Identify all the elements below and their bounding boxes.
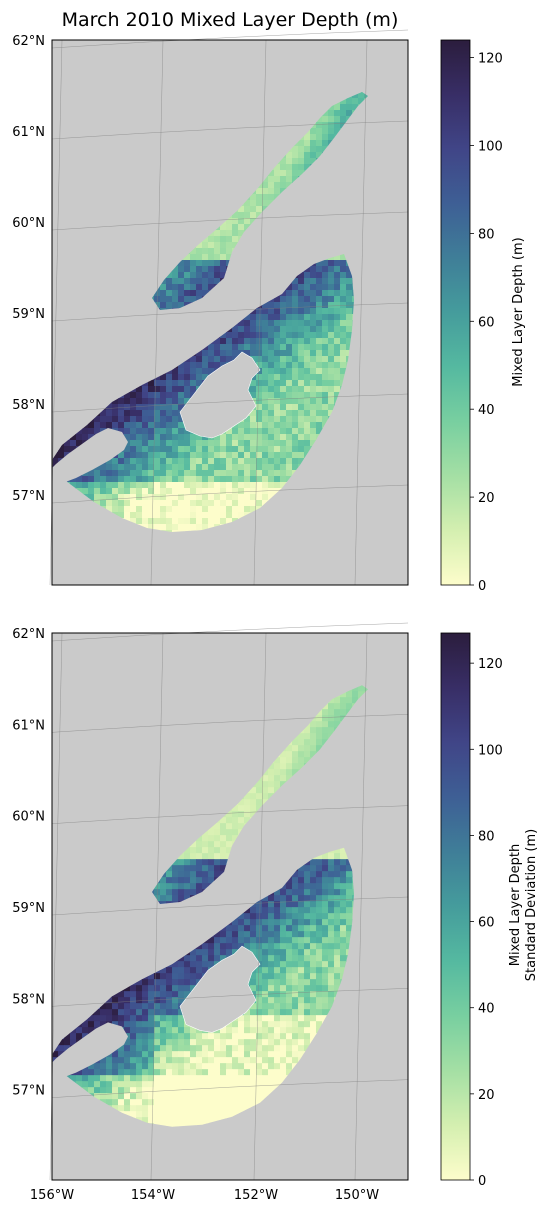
colorbar-tick-label: 80 xyxy=(478,829,495,844)
lat-tick-label: 59°N xyxy=(12,901,45,916)
lat-tick-label: 59°N xyxy=(12,307,45,322)
lat-tick-label: 57°N xyxy=(12,1084,45,1099)
colorbar-gradient xyxy=(440,632,471,1181)
colorbar-ticks: 0 20 40 60 80 100 120 xyxy=(470,657,503,1189)
colorbar-tick-label: 20 xyxy=(478,491,495,506)
colorbar-tick-label: 40 xyxy=(478,1002,495,1017)
colorbar-tick-label: 60 xyxy=(478,315,495,330)
colorbar-tick-label: 0 xyxy=(478,579,486,594)
kodiak-island xyxy=(179,351,261,439)
lat-tick-label: 58°N xyxy=(12,992,45,1007)
colorbar: 0 20 40 60 80 100 120 xyxy=(440,632,503,1189)
figure-title: March 2010 Mixed Layer Depth (m) xyxy=(62,9,399,31)
colorbar-tick-label: 20 xyxy=(478,1088,495,1103)
islet xyxy=(114,537,134,545)
lon-tick-label: 152°W xyxy=(234,1188,278,1203)
map-axes xyxy=(49,622,409,1181)
lat-tick-label: 61°N xyxy=(12,125,45,140)
lat-tick-label: 62°N xyxy=(12,627,45,642)
lat-tick-label: 57°N xyxy=(12,489,45,504)
colorbar-label: Mixed Layer Depth (m) xyxy=(511,237,526,386)
islet xyxy=(114,1131,134,1140)
islet xyxy=(130,1130,150,1139)
alaska-peninsula xyxy=(52,428,128,490)
colorbar-tick-label: 80 xyxy=(478,227,495,242)
colorbar-gradient xyxy=(440,39,471,586)
lat-tick-label: 61°N xyxy=(12,718,45,733)
colorbar-tick-label: 120 xyxy=(478,657,503,672)
colorbar-tick-label: 0 xyxy=(478,1174,486,1189)
mld-mean-map-panel: 62°N 61°N 60°N 59°N 58°N 57°N 0 20 40 60 80 100 120… xyxy=(12,29,526,594)
kodiak-island xyxy=(179,945,261,1033)
lon-tick-label: 154°W xyxy=(131,1188,175,1203)
latitude-tick-labels: 62°N 61°N 60°N 59°N 58°N 57°N xyxy=(12,627,45,1099)
islet xyxy=(130,536,150,544)
colorbar: 0 20 40 60 80 100 120 xyxy=(440,39,503,594)
colorbar-ticks: 0 20 40 60 80 100 120 xyxy=(470,52,503,594)
graticule xyxy=(49,29,409,586)
colorbar-label: Mixed Layer DepthStandard Deviation (m) xyxy=(508,829,539,981)
lat-tick-label: 60°N xyxy=(12,810,45,825)
mld-std-map-panel: 62°N 61°N 60°N 59°N 58°N 57°N 156°W 154°W 152°W… xyxy=(12,622,539,1203)
colorbar-tick-label: 100 xyxy=(478,139,503,154)
map-frame xyxy=(51,39,409,586)
lat-tick-label: 62°N xyxy=(12,34,45,49)
longitude-tick-labels: 156°W 154°W 152°W 150°W xyxy=(30,1188,379,1203)
map-axes xyxy=(49,29,409,586)
colorbar-tick-label: 60 xyxy=(478,916,495,931)
graticule xyxy=(49,622,409,1181)
colorbar-tick-label: 100 xyxy=(478,743,503,758)
lat-tick-label: 58°N xyxy=(12,398,45,413)
alaska-peninsula xyxy=(52,1022,128,1085)
lon-tick-label: 156°W xyxy=(30,1188,74,1203)
latitude-tick-labels: 62°N 61°N 60°N 59°N 58°N 57°N xyxy=(12,34,45,504)
colorbar-tick-label: 40 xyxy=(478,403,495,418)
colorbar-tick-label: 120 xyxy=(478,52,503,67)
lat-tick-label: 60°N xyxy=(12,216,45,231)
map-frame xyxy=(51,632,409,1181)
lon-tick-label: 150°W xyxy=(335,1188,379,1203)
